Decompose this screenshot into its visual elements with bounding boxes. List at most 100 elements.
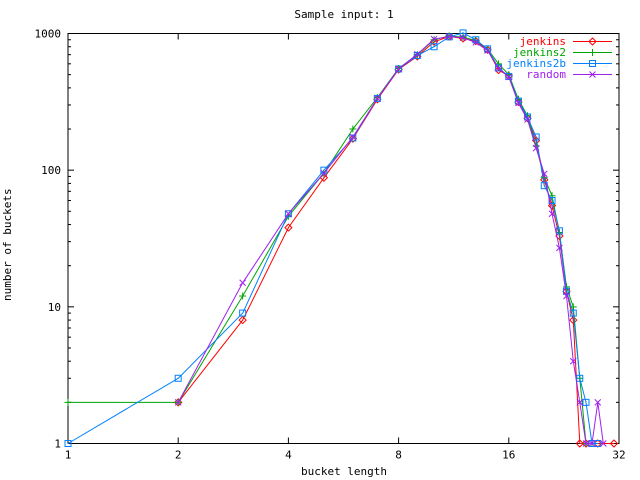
marker-dot <box>543 185 545 187</box>
marker-dot <box>565 290 567 292</box>
square-marker <box>430 43 438 51</box>
x-marker <box>349 133 357 141</box>
x-marker <box>540 170 548 178</box>
x-marker <box>445 33 453 40</box>
x-axis-label: bucket length <box>300 465 388 478</box>
legend-label-jenkins: jenkins <box>520 35 566 48</box>
marker-dot <box>67 443 69 444</box>
diamond-marker <box>609 439 619 448</box>
x-tick-label: 16 <box>502 449 515 462</box>
marker-dot <box>517 100 519 102</box>
diamond-marker <box>348 134 358 143</box>
marker-dot <box>551 205 553 207</box>
square-marker <box>576 374 584 382</box>
legend-label-jenkins2b: jenkins2b <box>506 57 566 70</box>
y-tick-label: 1 <box>54 438 61 451</box>
diamond-marker <box>555 231 564 241</box>
x-marker <box>374 95 381 102</box>
square-marker <box>594 440 602 447</box>
x-marker <box>563 292 570 300</box>
marker-dot <box>487 48 489 50</box>
marker-dot <box>527 116 529 118</box>
x-marker <box>484 47 491 54</box>
diamond-marker <box>588 37 597 46</box>
marker-dot <box>475 39 477 41</box>
y-tick-label: 10 <box>48 301 61 314</box>
square-marker <box>373 94 381 102</box>
plus-marker <box>64 398 72 406</box>
x-tick-label: 8 <box>395 449 402 462</box>
diamond-marker <box>494 65 503 75</box>
marker-dot <box>579 443 581 444</box>
x-marker <box>576 399 584 406</box>
x-marker <box>395 65 402 73</box>
square-marker <box>540 182 548 190</box>
x-marker <box>459 34 467 42</box>
marker-dot <box>579 377 581 379</box>
square-marker <box>514 97 522 105</box>
y-axis-label: number of buckets <box>1 188 14 302</box>
series-line-jenkins2b <box>67 32 598 444</box>
x-marker <box>594 399 602 406</box>
x-marker <box>548 210 556 218</box>
marker-dot <box>242 312 244 314</box>
legend-label-random: random <box>526 68 566 81</box>
x-marker <box>430 35 438 43</box>
x-marker <box>320 169 328 177</box>
marker-dot <box>433 46 435 48</box>
square-marker <box>555 227 563 235</box>
series-line-jenkins <box>177 35 614 444</box>
x-marker <box>569 357 577 365</box>
chart-title: Sample input: 1 <box>294 8 394 21</box>
marker-dot <box>585 401 587 403</box>
x-marker <box>599 440 607 447</box>
x-marker <box>239 279 247 287</box>
x-marker <box>515 99 522 107</box>
marker-dot <box>177 377 179 379</box>
marker-dot <box>416 55 418 57</box>
square-marker <box>174 374 182 382</box>
diamond-marker <box>575 439 584 448</box>
diamond-marker <box>547 201 557 210</box>
marker-dot <box>323 177 325 179</box>
plus-marker <box>349 125 357 133</box>
marker-dot <box>572 312 574 314</box>
y-tick-label: 100 <box>41 164 61 177</box>
marker-dot <box>323 169 325 171</box>
square-marker <box>495 64 503 72</box>
diamond-marker <box>238 315 247 325</box>
x-tick-label: 1 <box>65 449 72 462</box>
marker-dot <box>613 443 615 444</box>
axis-border <box>67 33 620 444</box>
series-line-random <box>177 35 604 444</box>
diamond-marker <box>413 52 422 61</box>
x-marker <box>495 65 502 72</box>
x-marker <box>556 244 563 252</box>
square-marker <box>569 309 577 317</box>
marker-dot <box>352 137 354 139</box>
marker-dot <box>498 69 500 71</box>
square-marker <box>582 398 590 406</box>
marker-dot <box>592 41 593 42</box>
x-marker <box>285 210 292 218</box>
square-marker <box>349 134 357 142</box>
legend-label-jenkins2: jenkins2 <box>513 46 566 59</box>
plus-marker <box>239 292 247 300</box>
series-line-jenkins2 <box>68 35 592 444</box>
marker-dot <box>592 63 593 64</box>
y-tick-label: 1000 <box>35 28 62 41</box>
marker-dot <box>558 230 560 232</box>
marker-dot <box>572 319 574 321</box>
marker-dot <box>462 32 464 34</box>
marker-dot <box>242 319 244 321</box>
plus-marker <box>589 49 596 56</box>
square-marker <box>64 440 72 447</box>
x-tick-label: 2 <box>175 449 182 462</box>
square-marker <box>413 52 421 60</box>
square-marker <box>459 29 467 37</box>
square-marker <box>284 210 292 218</box>
marker-dot <box>287 227 289 229</box>
x-marker <box>589 71 596 78</box>
